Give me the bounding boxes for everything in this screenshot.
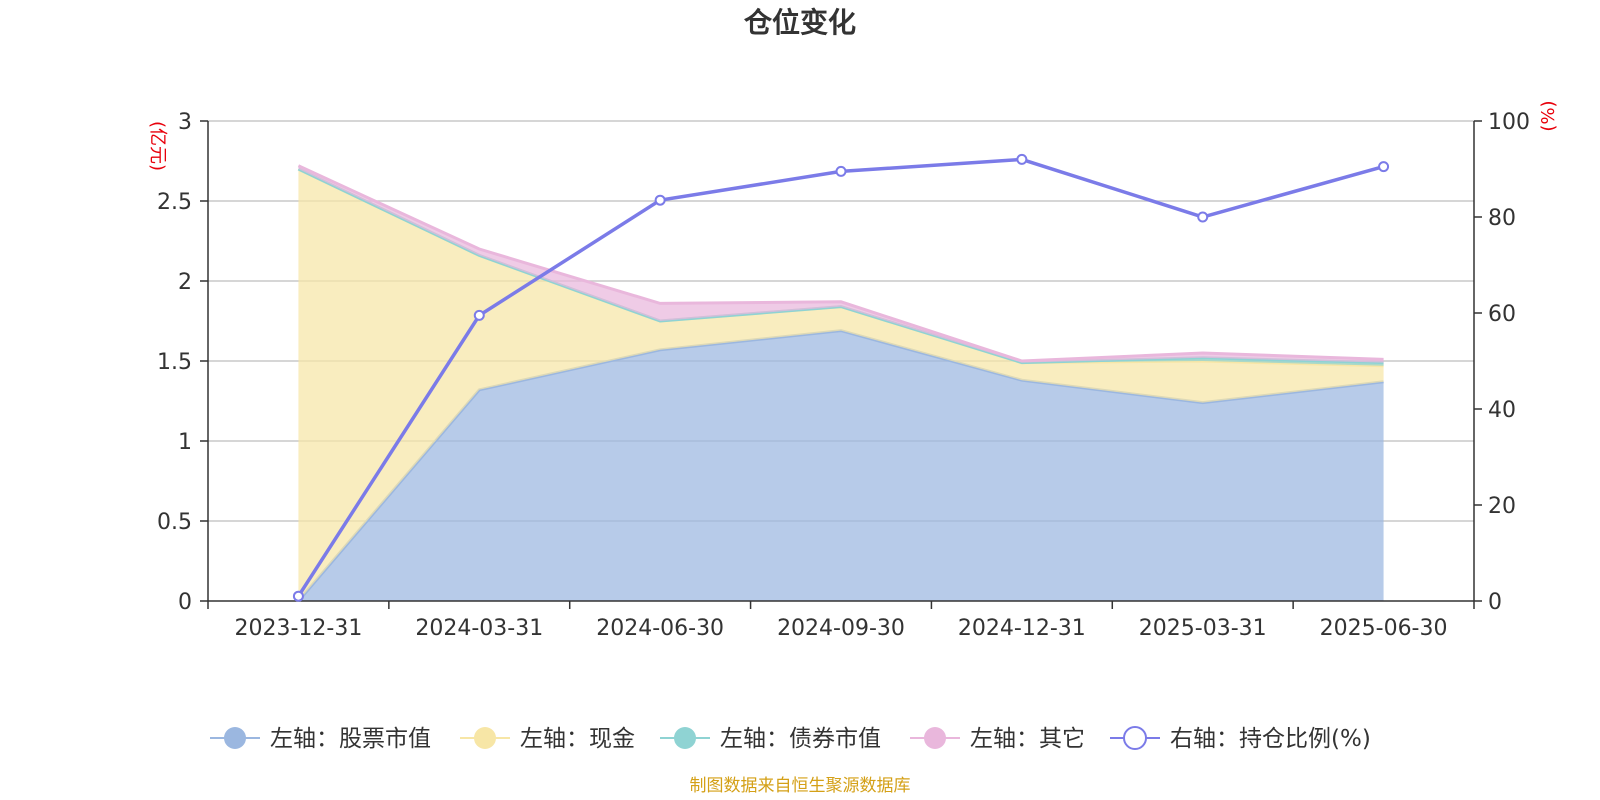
left-axis-tick-label: 0.5	[157, 510, 192, 535]
holding-ratio-point	[292, 590, 304, 602]
x-axis-tick-label: 2024-09-30	[777, 616, 905, 641]
area-series	[298, 330, 1384, 601]
legend-marker	[474, 727, 496, 749]
x-axis-tick-label: 2024-12-31	[958, 616, 1086, 641]
right-axis-tick-label: 80	[1488, 206, 1516, 231]
left-axis-tick-label: 2.5	[157, 190, 192, 215]
chart-title: 仓位变化	[744, 6, 856, 39]
stacked-areas	[297, 164, 1384, 602]
holding-ratio-point	[1016, 153, 1028, 165]
legend-label: 左轴：债券市值	[720, 726, 881, 752]
x-axis-tick-label: 2025-06-30	[1320, 616, 1448, 641]
right-axis-unit: (%)	[1538, 100, 1559, 131]
right-axis-tick-label: 100	[1488, 110, 1530, 135]
left-axis-unit: (亿元)	[147, 121, 168, 171]
area-series	[298, 169, 1384, 601]
holding-ratio-point	[1197, 211, 1209, 223]
right-axis-tick-label: 40	[1488, 398, 1516, 423]
right-axis-tick-label: 0	[1488, 590, 1502, 615]
holding-ratio-point	[654, 194, 666, 206]
holding-ratio-line	[292, 153, 1390, 602]
left-axis-tick-label: 3	[178, 110, 192, 135]
right-axis-tick-label: 20	[1488, 494, 1516, 519]
legend-label: 左轴：股票市值	[270, 726, 431, 752]
legend-marker	[1123, 726, 1147, 750]
legend-label: 右轴：持仓比例(%)	[1170, 726, 1371, 752]
holding-ratio-point	[1378, 161, 1390, 173]
holding-ratio-point	[473, 309, 485, 321]
legend-marker	[224, 727, 246, 749]
area-series	[298, 165, 1384, 363]
left-axis-tick-label: 2	[178, 270, 192, 295]
legend: 左轴：股票市值 左轴：现金 左轴：债券市值 左轴：其它 右轴：持仓比例(%)	[210, 726, 1371, 752]
source-note: 制图数据来自恒生聚源数据库	[690, 776, 911, 796]
holding-ratio-point	[835, 165, 847, 177]
x-axis-tick-label: 2023-12-31	[234, 616, 362, 641]
x-axis-tick-label: 2025-03-31	[1139, 616, 1267, 641]
legend-label: 左轴：现金	[520, 726, 635, 752]
axes: 0 0.5 1 1.5 2 2.5 3 0 20 40 60 80 100 2023-12-31 2024-…	[157, 110, 1530, 641]
x-axis-tick-label: 2024-03-31	[415, 616, 543, 641]
legend-marker	[924, 727, 946, 749]
area-series-edge	[297, 164, 1384, 363]
left-axis-tick-label: 1.5	[157, 350, 192, 375]
right-axis-tick-label: 60	[1488, 302, 1516, 327]
legend-marker	[674, 727, 696, 749]
left-axis-tick-label: 0	[178, 590, 192, 615]
left-axis-tick-label: 1	[178, 430, 192, 455]
x-axis-tick-label: 2024-06-30	[596, 616, 724, 641]
legend-label: 左轴：其它	[970, 726, 1085, 752]
